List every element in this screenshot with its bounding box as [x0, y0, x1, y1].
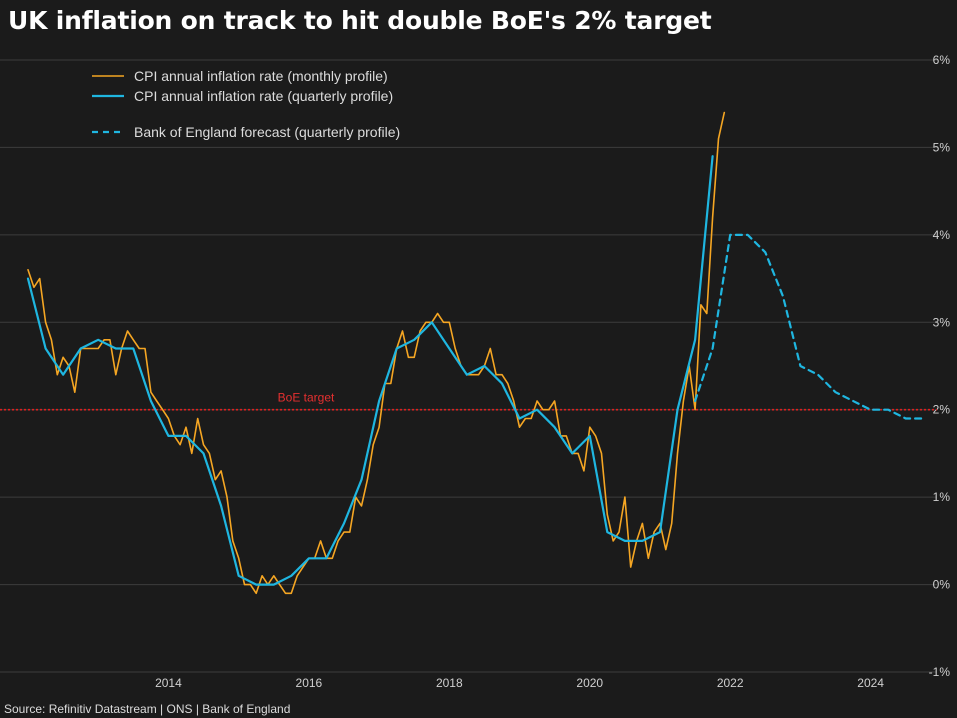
x-tick-label: 2016 — [296, 676, 323, 690]
boe-target-line: BoE target — [0, 391, 937, 411]
legend-label: Bank of England forecast (quarterly prof… — [134, 124, 400, 140]
gridlines — [0, 59, 937, 673]
series-line-cpi-quarterly — [26, 155, 714, 586]
y-tick-label: 4% — [933, 228, 951, 242]
y-tick-label: 0% — [933, 578, 951, 592]
x-tick-label: 2020 — [576, 676, 603, 690]
y-tick-label: 6% — [933, 53, 951, 67]
y-tick-label: -1% — [929, 665, 951, 679]
y-tick-label: 3% — [933, 315, 951, 329]
source-note: Source: Refinitiv Datastream | ONS | Ban… — [4, 702, 290, 716]
target-label: BoE target — [278, 391, 335, 405]
x-axis-ticks: 2014 2016 2018 2020 2022 2024 — [155, 676, 884, 690]
y-tick-label: 5% — [933, 140, 951, 154]
y-tick-label: 1% — [933, 490, 951, 504]
series-line-cpi-monthly — [27, 111, 726, 595]
y-axis-ticks: 6% 5% 4% 3% 2% 1% 0% -1% — [929, 53, 951, 679]
series-line-boe-forecast — [693, 233, 925, 420]
x-tick-label: 2024 — [857, 676, 884, 690]
legend-label: CPI annual inflation rate (quarterly pro… — [134, 88, 393, 104]
legend: CPI annual inflation rate (monthly profi… — [92, 68, 400, 140]
x-tick-label: 2018 — [436, 676, 463, 690]
series-lines — [26, 111, 925, 595]
x-tick-label: 2022 — [717, 676, 744, 690]
x-tick-label: 2014 — [155, 676, 182, 690]
legend-label: CPI annual inflation rate (monthly profi… — [134, 68, 388, 84]
chart-title: UK inflation on track to hit double BoE'… — [8, 6, 712, 35]
y-tick-label: 2% — [933, 403, 951, 417]
